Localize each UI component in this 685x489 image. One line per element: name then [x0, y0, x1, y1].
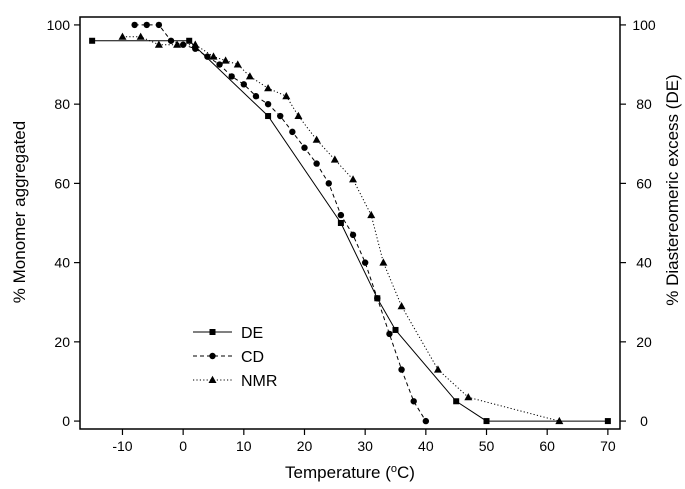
data-point-nmr [555, 416, 564, 425]
data-point-cd [386, 330, 393, 338]
y-axis-right-title: % Diastereomeric excess (DE) [663, 74, 682, 305]
data-point-nmr [264, 84, 273, 92]
data-point-nmr [312, 135, 321, 143]
data-point-de [186, 37, 193, 44]
y-right-tick-label: 0 [640, 413, 648, 429]
data-point-cd [252, 93, 260, 100]
plot-area [79, 16, 621, 430]
data-point-cd [289, 128, 296, 136]
data-point-nmr [173, 40, 182, 48]
data-point-cd [325, 180, 332, 187]
legend-marker-de [209, 329, 216, 335]
series-nmr [118, 32, 564, 425]
y-left-tick-label: 60 [54, 175, 70, 191]
x-tick-label: 40 [418, 438, 434, 454]
x-tick-label: 30 [357, 438, 373, 454]
data-point-cd [337, 211, 345, 219]
data-point-de [392, 326, 399, 333]
data-point-cd [398, 366, 405, 373]
x-tick-label: 20 [297, 438, 313, 454]
data-point-de [453, 398, 460, 405]
data-point-nmr [379, 258, 388, 266]
y-left-tick-label: 0 [62, 413, 70, 429]
y-right-tick-label: 100 [632, 17, 656, 33]
data-point-de [483, 418, 490, 425]
y-left-tick-label: 80 [54, 96, 70, 112]
legend: DE CD NMR [193, 325, 277, 390]
data-point-cd [143, 21, 150, 29]
data-point-nmr [245, 72, 254, 80]
series-line-cd [134, 24, 427, 422]
x-tick-label: -10 [112, 438, 132, 454]
plot-frame [79, 16, 621, 430]
y-right-tick-label: 60 [636, 175, 652, 191]
data-point-cd [204, 53, 211, 60]
data-point-cd [277, 112, 284, 120]
y-left-tick-label: 100 [47, 17, 71, 33]
legend-label-nmr: NMR [241, 373, 277, 390]
x-tick-label: 60 [539, 438, 555, 454]
data-point-cd [410, 398, 417, 405]
data-point-de [604, 418, 611, 425]
data-point-cd [240, 81, 248, 88]
data-point-cd [131, 21, 138, 29]
legend-marker-cd [209, 352, 216, 360]
data-point-de [265, 113, 272, 120]
y-axis-left-title: % Monomer aggregated [10, 121, 29, 303]
x-tick-label: 0 [179, 438, 187, 454]
data-point-nmr [233, 60, 242, 68]
data-point-cd [155, 21, 163, 29]
y-left-tick-label: 20 [54, 334, 70, 350]
y-right-tick-label: 20 [636, 334, 652, 350]
data-point-nmr [367, 210, 376, 219]
x-tick-label: 50 [479, 438, 495, 454]
data-point-cd [361, 259, 369, 266]
legend-label-de: DE [241, 325, 263, 342]
data-point-cd [301, 144, 308, 151]
series-layer [89, 21, 611, 425]
x-axis: -10 0 10 20 30 40 50 60 70 [112, 429, 616, 454]
legend-marker-nmr [208, 375, 217, 383]
data-point-cd [216, 61, 223, 68]
data-point-de [337, 220, 344, 226]
data-point-nmr [330, 155, 339, 163]
data-point-nmr [433, 365, 442, 373]
data-point-cd [264, 100, 272, 108]
y-axis-right: 0 20 40 60 80 100 [620, 17, 656, 429]
data-point-nmr [221, 56, 230, 64]
data-point-cd [167, 37, 175, 44]
data-point-nmr [397, 301, 406, 310]
data-point-cd [374, 295, 381, 302]
x-tick-label: 10 [236, 438, 252, 454]
data-point-nmr [294, 111, 303, 120]
data-point-nmr [282, 92, 291, 100]
data-point-nmr [154, 40, 163, 48]
data-point-nmr [349, 175, 358, 183]
data-point-nmr [464, 393, 473, 401]
x-axis-title: Temperature (oC) [285, 463, 415, 482]
series-line-nmr [122, 36, 560, 422]
y-axis-left: 0 20 40 60 80 100 [47, 17, 80, 429]
data-point-nmr [118, 32, 127, 40]
y-right-tick-label: 80 [636, 96, 652, 112]
data-point-nmr [191, 40, 200, 48]
series-line-de [92, 40, 608, 422]
y-right-tick-label: 40 [636, 255, 652, 271]
data-point-cd [422, 417, 430, 425]
y-left-tick-label: 40 [54, 255, 70, 271]
data-point-cd [313, 160, 320, 167]
data-point-de [89, 37, 96, 44]
x-tick-label: 70 [600, 438, 616, 454]
data-point-cd [349, 231, 357, 239]
series-de [89, 37, 611, 425]
series-cd [131, 21, 430, 425]
data-point-nmr [209, 52, 218, 60]
data-point-nmr [136, 32, 145, 40]
data-point-cd [228, 73, 235, 80]
legend-label-cd: CD [241, 349, 264, 366]
